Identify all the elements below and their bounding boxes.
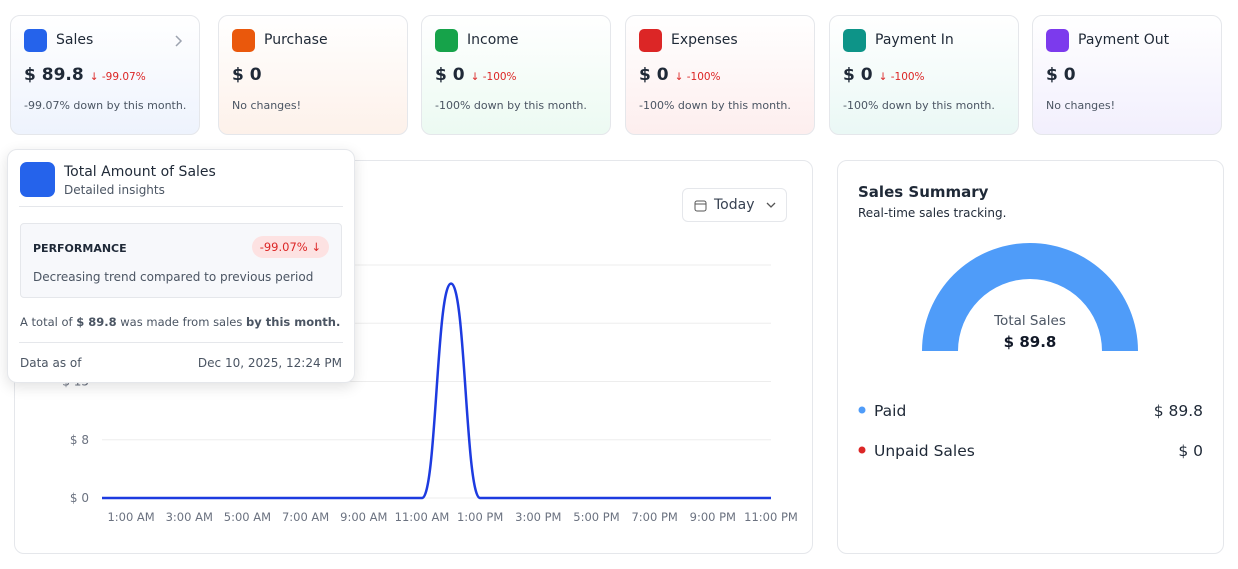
legend-value: $ 0: [1178, 442, 1203, 460]
amount: $ 89.8: [76, 315, 117, 329]
text: A total of: [20, 315, 73, 329]
period: by this month.: [246, 315, 341, 329]
sales-card[interactable]: Sales $ 89.8 ↓ -99.07% -99.07% down by th…: [10, 15, 200, 135]
card-value: $ 0: [1046, 65, 1076, 85]
x-tick-label: 11:00 AM: [395, 510, 450, 524]
data-as-of-label: Data as of: [20, 356, 82, 370]
chevron: [175, 35, 183, 47]
payment-out-card[interactable]: Payment Out $ 0 No changes!: [1032, 15, 1222, 135]
card-title: Payment In: [875, 32, 954, 48]
card-note: No changes!: [232, 99, 302, 112]
x-tick-label: 7:00 AM: [282, 510, 329, 524]
change-value: -99.07%: [101, 71, 146, 83]
x-tick-label: 1:00 PM: [457, 510, 503, 524]
icon: [24, 29, 47, 52]
legend-dot: [858, 406, 866, 414]
x-tick-label: 3:00 AM: [166, 510, 213, 524]
performance-badge: -99.07% ↓: [251, 236, 329, 258]
legend-label: Unpaid Sales: [874, 442, 975, 460]
card-note: -100% down by this month.: [843, 99, 995, 112]
card-value: $ 89.8 ↓ -99.07%: [24, 65, 146, 85]
performance-note: Decreasing trend compared to previous pe…: [33, 270, 314, 284]
x-tick-label: 1:00 AM: [107, 510, 154, 524]
tooltip-subtitle: Detailed insights: [64, 183, 165, 197]
donut-label: Total Sales: [993, 313, 1066, 329]
line: [102, 282, 771, 500]
icon: [20, 162, 55, 197]
donut-value: $ 89.8: [1004, 333, 1057, 351]
value: $ 0: [639, 65, 669, 85]
change: ↓ -99.07%: [89, 71, 146, 83]
change-value: -100%: [482, 71, 517, 83]
date-filter[interactable]: Today: [682, 188, 787, 222]
card-value: $ 0 ↓ -100%: [639, 65, 721, 85]
legend-value: $ 89.8: [1154, 402, 1203, 420]
change-value: -100%: [890, 71, 925, 83]
income-card[interactable]: Income $ 0 ↓ -100% -100% down by this mon…: [421, 15, 611, 135]
value: $ 89.8: [24, 65, 84, 85]
card-title: Expenses: [671, 32, 738, 48]
card-value: $ 0: [232, 65, 262, 85]
icon: [1046, 29, 1069, 52]
tooltip-summary: A total of $ 89.8 was made from sales by…: [20, 315, 340, 329]
icon: [232, 29, 255, 52]
x-tick-label: 9:00 AM: [340, 510, 387, 524]
icon: [639, 29, 662, 52]
summary-subtitle: Real-time sales tracking.: [858, 206, 1007, 220]
card-title: Payment Out: [1078, 32, 1170, 48]
legend-label: Paid: [874, 402, 906, 420]
card-note: -100% down by this month.: [435, 99, 587, 112]
change: ↓ -100%: [878, 71, 925, 83]
y-tick-label: $ 8: [70, 433, 89, 447]
performance-label: PERFORMANCE: [33, 242, 127, 255]
summary-title: Sales Summary: [858, 183, 989, 201]
card-title: Income: [467, 32, 519, 48]
expenses-card[interactable]: Expenses $ 0 ↓ -100% -100% down by this m…: [625, 15, 815, 135]
performance-change: -99.07%: [259, 240, 308, 254]
change: ↓ -100%: [470, 71, 517, 83]
x-tick-label: 5:00 PM: [573, 510, 619, 524]
card-value: $ 0 ↓ -100%: [435, 65, 517, 85]
x-tick-label: 5:00 AM: [224, 510, 271, 524]
icon: [435, 29, 458, 52]
x-tick-label: 9:00 PM: [690, 510, 736, 524]
chevron: [766, 202, 776, 208]
x-tick-label: 11:00 PM: [744, 510, 798, 524]
y-tick-label: $ 0: [70, 491, 89, 505]
change-value: -100%: [686, 71, 721, 83]
card-note: -99.07% down by this month.: [24, 99, 187, 112]
card-title: Purchase: [264, 32, 328, 48]
data-as-of: Dec 10, 2025, 12:24 PM: [197, 356, 342, 370]
card-title: Sales: [56, 32, 94, 48]
tooltip-title: Total Amount of Sales: [64, 164, 216, 180]
filter-label: Today: [714, 197, 755, 213]
value: $ 0: [435, 65, 465, 85]
x-tick-label: 7:00 PM: [631, 510, 677, 524]
card-value: $ 0 ↓ -100%: [843, 65, 925, 85]
icon: [843, 29, 866, 52]
legend-dot: [858, 446, 866, 454]
purchase-card[interactable]: Purchase $ 0 No changes!: [218, 15, 408, 135]
text: was made from sales: [120, 315, 243, 329]
calendar-icon: [694, 200, 707, 212]
change: ↓ -100%: [674, 71, 721, 83]
value: $ 0: [843, 65, 873, 85]
card-note: -100% down by this month.: [639, 99, 791, 112]
tooltip: Total Amount of Sales Detailed insights …: [7, 149, 355, 383]
x-tick-label: 3:00 PM: [515, 510, 561, 524]
donut-segment: [922, 243, 1138, 351]
performance-box: PERFORMANCE -99.07% ↓ Decreasing trend c…: [20, 223, 342, 298]
payment-in-card[interactable]: Payment In $ 0 ↓ -100% -100% down by this…: [829, 15, 1019, 135]
summary-panel: Sales Summary Real-time sales tracking.: [837, 160, 1224, 554]
card-note: No changes!: [1046, 99, 1116, 112]
